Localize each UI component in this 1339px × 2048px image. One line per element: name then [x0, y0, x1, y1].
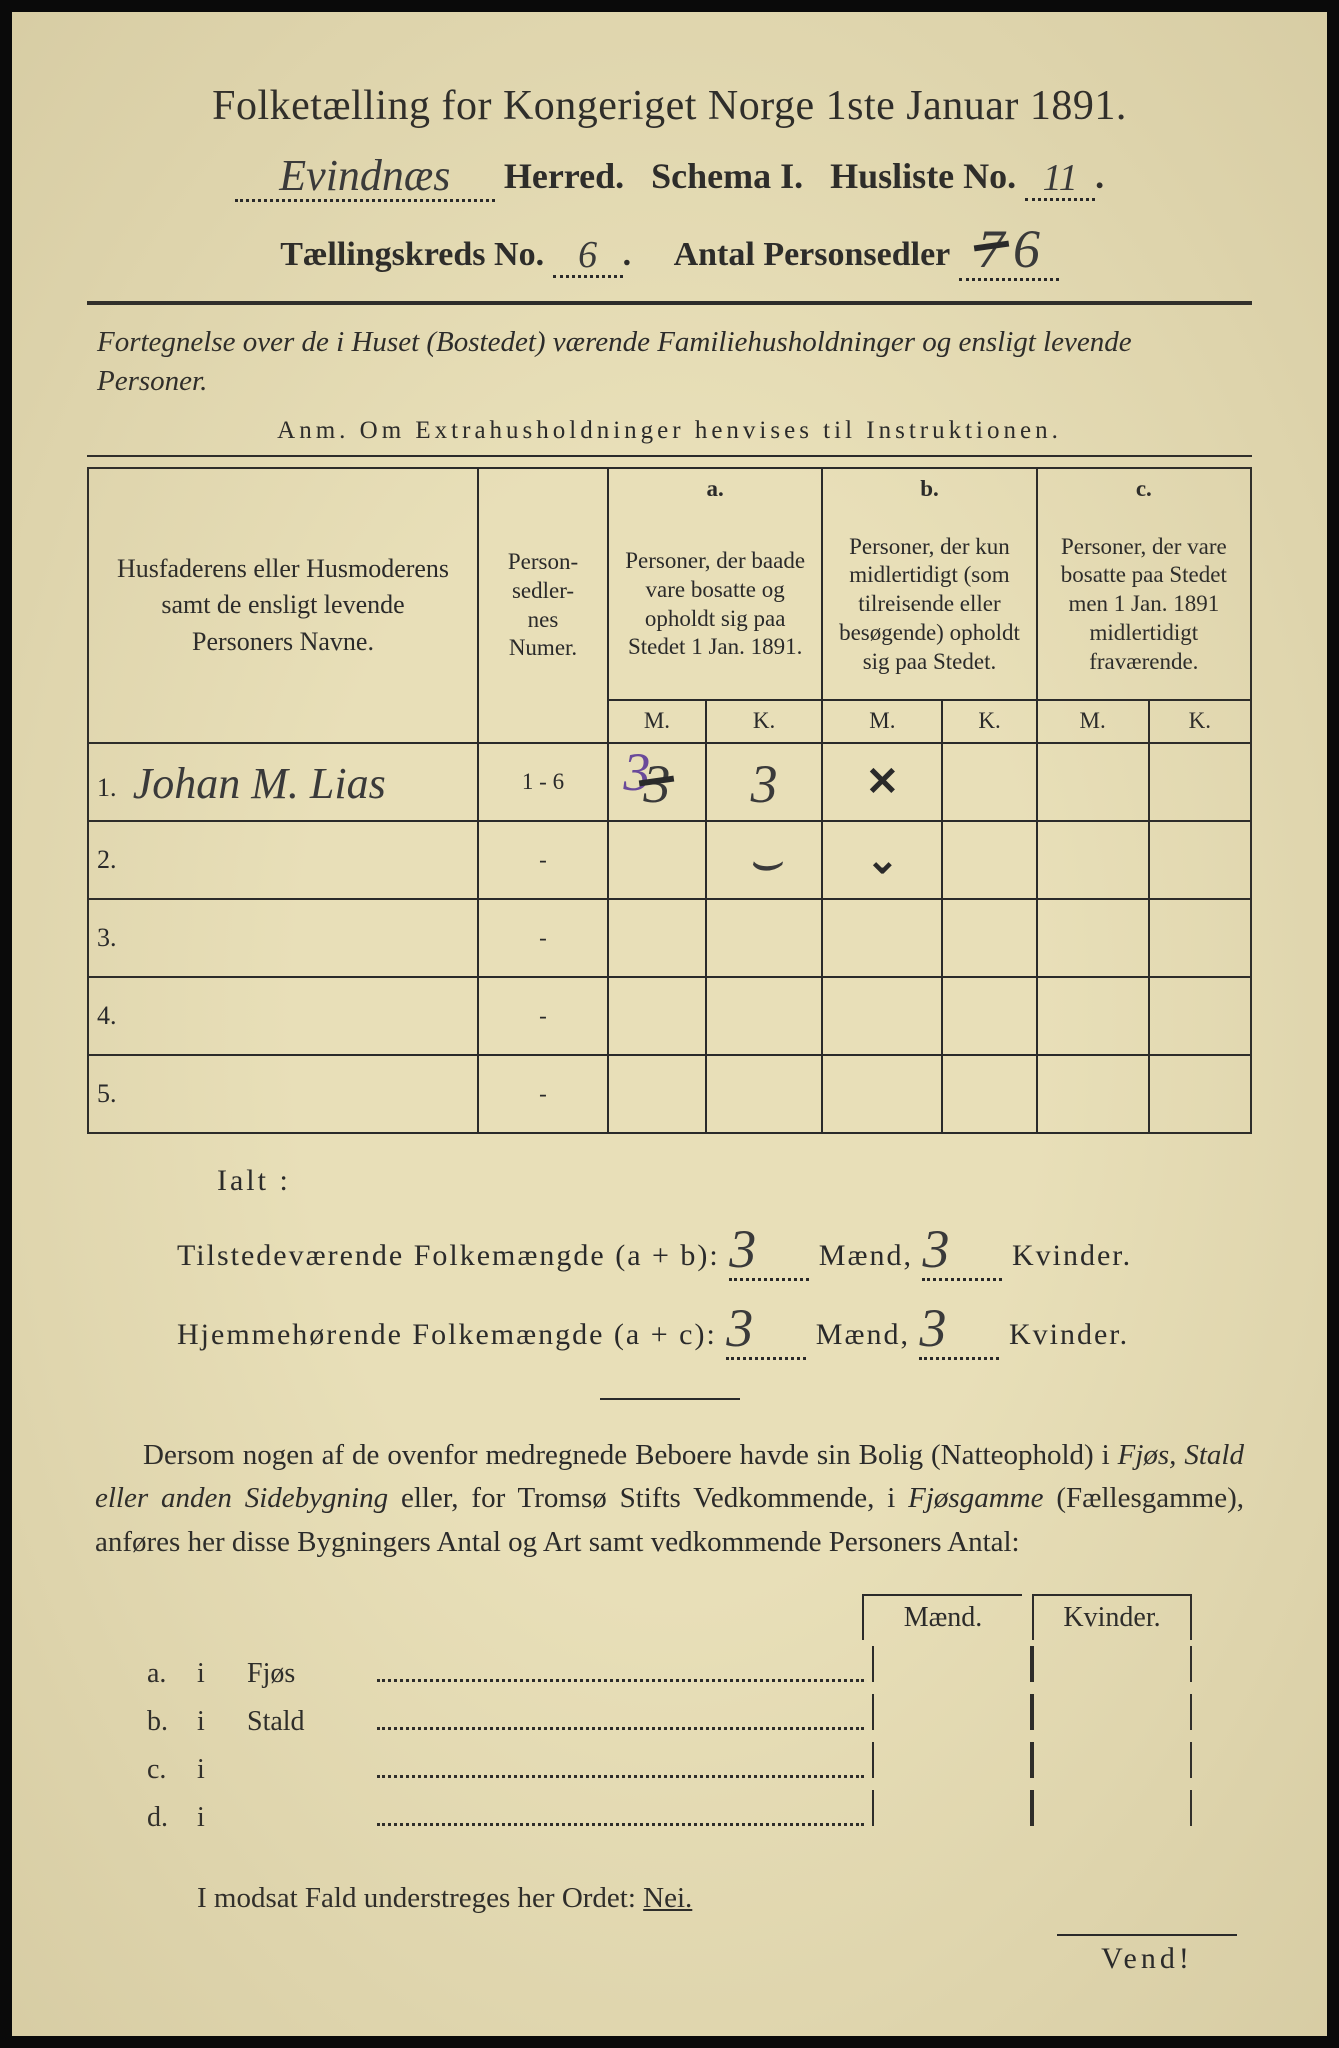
b-m-cell	[822, 1055, 942, 1133]
nei-word: Nei.	[643, 1882, 692, 1914]
building-row: c. i	[147, 1742, 1192, 1786]
col-c-m: M.	[1037, 700, 1149, 743]
name-cell: 3.	[88, 899, 478, 977]
col-a-k: K.	[706, 700, 822, 743]
col-numer-header: Person- sedler- nes Numer.	[478, 468, 608, 743]
name-cell: 4.	[88, 977, 478, 1055]
name-cell: 1. Johan M. Lias	[88, 743, 478, 821]
b-m-cell	[822, 899, 942, 977]
b-k-cell	[942, 1055, 1036, 1133]
ialt-label: Ialt :	[217, 1164, 1252, 1198]
b-m-cell: ⌄	[822, 821, 942, 899]
col-name-header: Husfaderens eller Husmoderens samt de en…	[88, 468, 478, 743]
b-k-cell	[942, 743, 1036, 821]
hjemme-m-hw: 3	[726, 1297, 755, 1359]
divider	[600, 1398, 740, 1400]
anm-note: Anm. Om Extrahusholdninger henvises til …	[87, 417, 1252, 445]
a-m-cell	[608, 899, 706, 977]
col-c-label: c.	[1037, 468, 1251, 510]
form-subtitle: Fortegnelse over de i Huset (Bostedet) v…	[97, 323, 1242, 401]
hjemme-k-hw: 3	[919, 1297, 948, 1359]
col-a-m: M.	[608, 700, 706, 743]
a-k-cell: ⌣	[706, 821, 822, 899]
divider	[87, 455, 1252, 457]
table-row: 5. -	[88, 1055, 1251, 1133]
census-form-page: Folketælling for Kongeriget Norge 1ste J…	[0, 0, 1339, 2048]
col-b-label: b.	[822, 468, 1036, 510]
col-b-m: M.	[822, 700, 942, 743]
b-m-cell	[822, 977, 942, 1055]
a-m-cell	[608, 977, 706, 1055]
c-k-cell	[1149, 977, 1251, 1055]
col-a-label: a.	[608, 468, 822, 510]
numer-cell: -	[478, 899, 608, 977]
kreds-label: Tællingskreds No.	[280, 236, 544, 273]
c-m-cell	[1037, 821, 1149, 899]
a-m-cell: 33	[608, 743, 706, 821]
b-k-cell	[942, 899, 1036, 977]
kreds-no-handwritten: 6	[578, 233, 597, 277]
c-k-cell	[1149, 1055, 1251, 1133]
header-line-3: Tællingskreds No. 6. Antal Personsedler …	[87, 216, 1252, 281]
b-m-cell: ✕	[822, 743, 942, 821]
table-row: 1. Johan M. Lias1 - 6333✕	[88, 743, 1251, 821]
header-line-2: Evindnæs Herred. Schema I. Husliste No. …	[87, 148, 1252, 202]
table-row: 3. -	[88, 899, 1251, 977]
c-k-cell	[1149, 899, 1251, 977]
building-row: d. i	[147, 1790, 1192, 1834]
antal-struck-handwritten: 7	[978, 218, 1005, 280]
tilstede-m-hw: 3	[729, 1218, 758, 1280]
col-c-k: K.	[1149, 700, 1251, 743]
husliste-no-handwritten: 11	[1043, 156, 1078, 200]
husliste-label: Husliste No.	[830, 156, 1016, 196]
numer-cell: 1 - 6	[478, 743, 608, 821]
table-row: 2. - ⌣⌄	[88, 821, 1251, 899]
numer-cell: -	[478, 1055, 608, 1133]
col-b-text: Personer, der kun midlertidigt (som tilr…	[822, 510, 1036, 700]
a-k-cell	[706, 1055, 822, 1133]
totals-block: Ialt : Tilstedeværende Folkemængde (a + …	[87, 1164, 1252, 1360]
name-cell: 2.	[88, 821, 478, 899]
body-paragraph: Dersom nogen af de ovenfor medregnede Be…	[95, 1434, 1244, 1565]
divider	[87, 301, 1252, 305]
page-title: Folketælling for Kongeriget Norge 1ste J…	[87, 82, 1252, 130]
building-row: b. i Stald	[147, 1694, 1192, 1738]
col-a-text: Personer, der baade vare bosatte og opho…	[608, 510, 822, 700]
table-row: 4. -	[88, 977, 1251, 1055]
b-k-cell	[942, 977, 1036, 1055]
herred-handwritten: Evindnæs	[279, 150, 450, 201]
building-row: a. i Fjøs	[147, 1646, 1192, 1690]
nei-line: I modsat Fald understreges her Ordet: Ne…	[197, 1882, 1252, 1915]
tilstede-k-hw: 3	[922, 1218, 951, 1280]
vend-label: Vend!	[1057, 1934, 1237, 1976]
buildings-maend-header: Mænd.	[862, 1594, 1022, 1640]
b-k-cell	[942, 821, 1036, 899]
c-m-cell	[1037, 977, 1149, 1055]
c-k-cell	[1149, 821, 1251, 899]
census-table: Husfaderens eller Husmoderens samt de en…	[87, 467, 1252, 1134]
c-m-cell	[1037, 743, 1149, 821]
numer-cell: -	[478, 821, 608, 899]
col-b-k: K.	[942, 700, 1036, 743]
a-m-cell	[608, 1055, 706, 1133]
antal-label: Antal Personsedler	[674, 236, 951, 273]
a-k-cell	[706, 899, 822, 977]
herred-label: Herred.	[504, 156, 624, 196]
a-k-cell: 3	[706, 743, 822, 821]
c-k-cell	[1149, 743, 1251, 821]
numer-cell: -	[478, 977, 608, 1055]
name-cell: 5.	[88, 1055, 478, 1133]
antal-handwritten: 6	[1013, 218, 1040, 280]
col-c-text: Personer, der vare bosatte paa Stedet me…	[1037, 510, 1251, 700]
a-m-cell	[608, 821, 706, 899]
c-m-cell	[1037, 899, 1149, 977]
tilstede-line: Tilstedeværende Folkemængde (a + b): 3 M…	[177, 1216, 1252, 1281]
buildings-block: Mænd. Kvinder. a. i Fjøs b. i Stald c. i…	[147, 1594, 1192, 1834]
buildings-kvinder-header: Kvinder.	[1032, 1594, 1192, 1640]
schema-label: Schema I.	[651, 156, 803, 196]
a-k-cell	[706, 977, 822, 1055]
c-m-cell	[1037, 1055, 1149, 1133]
hjemme-line: Hjemmehørende Folkemængde (a + c): 3 Mæn…	[177, 1295, 1252, 1360]
